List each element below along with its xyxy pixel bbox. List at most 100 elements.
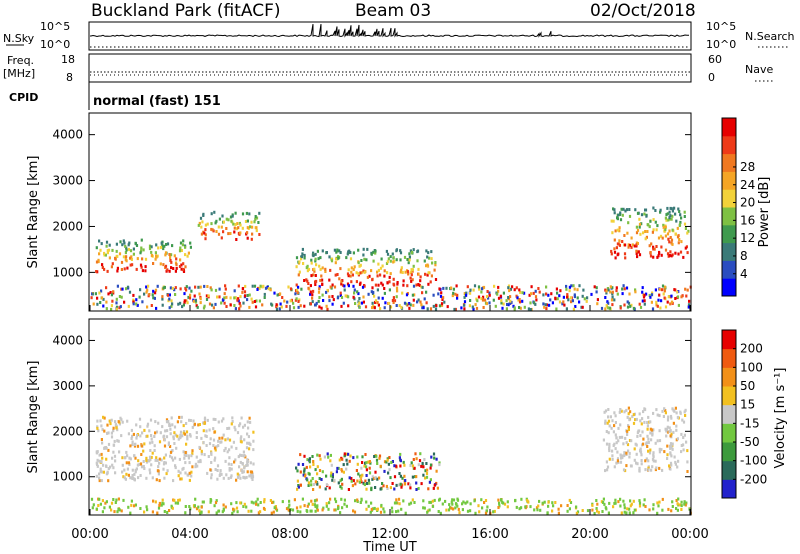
heat-cell: [670, 509, 673, 513]
colorbar-tick-label: -15: [740, 416, 760, 430]
heat-cell: [172, 437, 175, 441]
heat-cell: [340, 469, 344, 473]
heat-cell: [303, 304, 306, 308]
colorbar-segment: [722, 423, 736, 443]
heat-cell: [361, 455, 364, 459]
heat-cell: [179, 301, 182, 305]
heat-cell: [683, 433, 686, 437]
heat-cell: [339, 511, 342, 515]
heat-cell: [649, 427, 652, 431]
heat-cell: [202, 441, 205, 445]
heat-cell: [179, 287, 182, 291]
heat-cell: [273, 291, 276, 295]
heat-cell: [297, 462, 300, 466]
heat-cell: [667, 507, 670, 511]
heat-cell: [321, 266, 324, 270]
heat-cell: [680, 450, 683, 454]
heat-cell: [102, 297, 105, 301]
heat-cell: [661, 468, 664, 472]
heat-cell: [515, 505, 518, 509]
heat-cell: [198, 423, 201, 426]
heat-cell: [364, 479, 367, 483]
heat-cell: [669, 446, 672, 450]
heat-cell: [174, 286, 177, 290]
heat-cell: [326, 307, 329, 311]
heat-cell: [368, 466, 371, 470]
heat-cell: [373, 294, 376, 298]
heat-cell: [243, 502, 246, 506]
heat-cell: [314, 259, 317, 263]
heat-cell: [521, 291, 524, 295]
heat-cell: [637, 250, 640, 254]
heat-cell: [194, 462, 197, 466]
heat-cell: [475, 297, 478, 301]
heat-cell: [419, 452, 422, 456]
heat-cell: [312, 273, 315, 277]
heat-cell: [345, 504, 348, 508]
heat-cell: [185, 285, 188, 289]
heat-cell: [203, 453, 206, 457]
heat-cell: [343, 498, 346, 502]
heat-cell: [228, 468, 231, 472]
heat-cell: [644, 468, 647, 472]
heat-cell: [421, 461, 424, 465]
heat-cell: [409, 486, 412, 490]
heat-cell: [426, 510, 429, 514]
heat-cell: [423, 297, 426, 301]
heat-cell: [613, 501, 616, 505]
heat-cell: [125, 259, 128, 263]
heat-cell: [130, 428, 133, 432]
heat-cell: [371, 477, 374, 481]
heat-cell: [451, 498, 454, 502]
heat-cell: [499, 294, 502, 298]
heat-cell: [155, 430, 159, 434]
heat-cell: [407, 272, 410, 276]
heat-cell: [610, 298, 614, 302]
heat-cell: [188, 286, 191, 290]
heat-cell: [510, 300, 513, 304]
nsearch-tick-bottom: 10^0: [706, 38, 736, 51]
heat-cell: [299, 505, 302, 509]
heat-cell: [185, 442, 188, 446]
heat-cell: [674, 460, 677, 464]
heat-cell: [214, 468, 217, 471]
heat-cell: [234, 428, 237, 432]
heat-cell: [669, 434, 672, 438]
heat-cell: [105, 500, 108, 504]
heat-cell: [297, 273, 300, 277]
heat-cell: [176, 434, 179, 438]
heat-cell: [236, 298, 239, 302]
heat-cell: [181, 243, 184, 247]
colorbar-frame: [721, 117, 737, 297]
heat-cell: [374, 299, 378, 303]
heat-cell: [632, 499, 635, 503]
heat-cell: [90, 296, 93, 300]
heat-cell: [362, 300, 365, 304]
heat-cell: [604, 409, 608, 413]
colorbar-tick-label: 28: [740, 160, 755, 174]
heat-cell: [677, 241, 680, 245]
heat-cell: [306, 504, 309, 508]
heat-cell: [294, 292, 297, 296]
heat-cell: [379, 510, 383, 514]
heat-cell: [203, 231, 206, 235]
heat-cell: [209, 286, 212, 290]
heat-cell: [381, 482, 384, 485]
heat-cell: [337, 506, 340, 510]
heat-cell: [145, 456, 148, 460]
heat-cell: [318, 296, 321, 299]
heat-cell: [185, 299, 188, 303]
heat-cell: [652, 451, 655, 455]
heat-cell: [341, 457, 344, 461]
heat-cell: [203, 284, 206, 288]
heat-cell: [650, 468, 653, 472]
heat-cell: [398, 483, 401, 487]
heat-cell: [639, 434, 642, 438]
heat-cell: [337, 466, 340, 470]
heat-cell: [170, 253, 173, 257]
heat-cell: [656, 224, 659, 228]
heat-cell: [608, 447, 611, 451]
heat-cell: [354, 499, 357, 503]
heat-cell: [263, 296, 266, 299]
heat-cell: [222, 476, 225, 480]
